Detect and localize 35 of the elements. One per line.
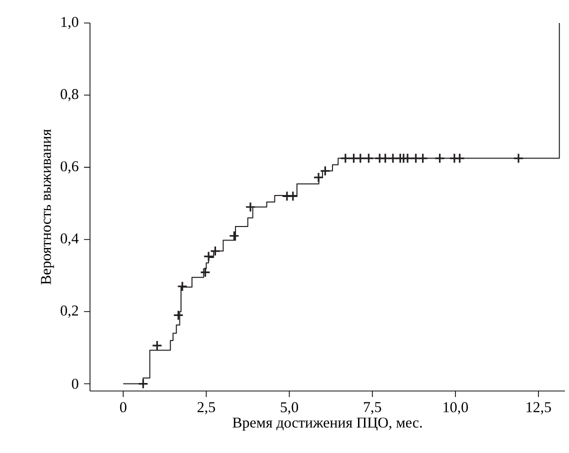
y-tick-label: 0,6	[60, 161, 78, 174]
point	[410, 152, 422, 164]
point	[434, 152, 446, 164]
point	[177, 281, 188, 292]
x-tick-label: 7,5	[364, 402, 382, 414]
point	[454, 152, 466, 164]
x-tick-label: 12,5	[526, 402, 551, 414]
x-tick-label: 5,0	[280, 402, 298, 414]
point	[340, 152, 351, 164]
point	[138, 378, 148, 390]
point	[513, 152, 524, 164]
y-tick-label: 0,4	[60, 233, 79, 246]
point	[380, 152, 391, 164]
y-tick-label: 0,2	[60, 306, 78, 318]
point	[210, 246, 221, 256]
point	[228, 230, 240, 242]
point	[203, 251, 214, 262]
y-tick-label: 1,0	[61, 16, 78, 30]
point	[388, 152, 398, 164]
point	[313, 172, 324, 183]
point	[355, 152, 366, 164]
point	[320, 166, 330, 176]
x-tick-label: 10,0	[444, 402, 468, 414]
y-tick-label: 0,8	[60, 89, 78, 102]
x-tick-label: 2,5	[198, 402, 216, 414]
point	[173, 310, 184, 321]
x-tick-label: 0	[120, 402, 126, 412]
y-tick-label: 0	[72, 378, 78, 389]
point	[245, 202, 256, 212]
y-axis-title: Вероятность выживания	[41, 129, 54, 285]
x-axis-title: Время достижения ПЦО, мес.	[232, 418, 422, 431]
point	[363, 152, 374, 164]
point	[152, 340, 162, 351]
point	[200, 267, 211, 278]
point	[418, 152, 428, 164]
